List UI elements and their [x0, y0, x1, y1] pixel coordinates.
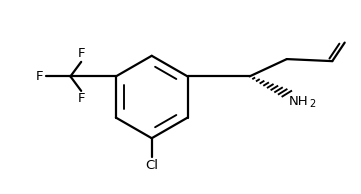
Text: Cl: Cl	[145, 159, 158, 172]
Text: F: F	[77, 47, 85, 60]
Text: 2: 2	[309, 99, 316, 108]
Text: F: F	[36, 70, 43, 83]
Text: NH: NH	[288, 95, 308, 108]
Text: F: F	[77, 92, 85, 106]
